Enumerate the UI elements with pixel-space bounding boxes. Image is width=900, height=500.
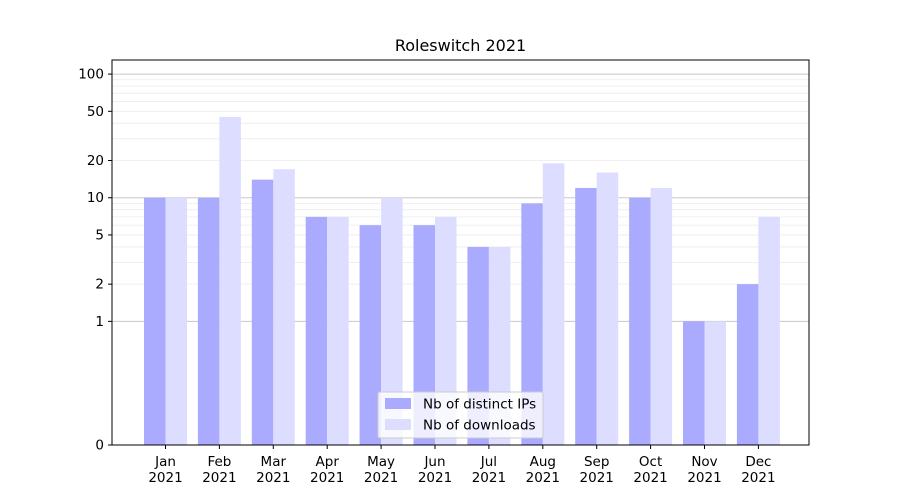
x-tick-label-month: Jun [423,454,445,470]
x-tick-label-month: Jul [480,454,497,470]
chart-title: Roleswitch 2021 [395,36,526,55]
y-tick-label: 20 [87,153,104,169]
y-tick-label: 10 [87,190,104,206]
x-tick-label-year: 2021 [256,470,290,486]
bar-downloads [542,163,565,445]
x-tick-label-month: May [367,454,395,470]
x-tick-label-year: 2021 [741,470,775,486]
x-tick-label-month: Mar [261,454,287,470]
x-tick-label-year: 2021 [148,470,182,486]
bar-ips [359,225,382,445]
x-axis: Jan2021Feb2021Mar2021Apr2021May2021Jun20… [148,445,776,486]
y-axis: 0 1 2 5 10 20 50 100 [78,67,112,454]
bar-ips [575,187,597,445]
bar-downloads [327,216,349,445]
y-tick-label: 0 [95,438,104,454]
bar-downloads [704,321,726,445]
legend: Nb of distinct IPs Nb of downloads [377,391,544,439]
x-tick-label-month: Sep [584,454,609,470]
x-tick-label-year: 2021 [472,470,506,486]
x-tick-label-year: 2021 [687,470,721,486]
x-tick-label-month: Jan [154,454,176,470]
legend-label-downloads: Nb of downloads [423,418,536,434]
bar-ips [629,197,651,445]
x-tick-label-year: 2021 [364,470,398,486]
x-tick-label-year: 2021 [202,470,236,486]
x-tick-label-year: 2021 [418,470,452,486]
bar-downloads [273,169,295,445]
bar-downloads [219,116,241,445]
x-tick-label-year: 2021 [526,470,560,486]
bar-ips [521,203,543,445]
legend-label-ips: Nb of distinct IPs [423,397,536,413]
bar-downloads [381,197,403,445]
y-tick-label: 100 [78,67,104,83]
bar-downloads [435,216,457,445]
bar-ips [413,225,435,445]
legend-box [377,391,544,439]
y-tick-label: 1 [95,314,104,330]
x-tick-label-month: Oct [639,454,662,470]
bar-ips [144,197,166,445]
bar-ips [683,321,705,445]
y-tick-label: 5 [95,227,104,243]
legend-swatch-ips [385,398,411,409]
x-tick-label-month: Aug [530,454,556,470]
x-tick-label-month: Apr [316,454,340,470]
bar-downloads [650,187,673,445]
bar-ips [197,197,220,445]
y-tick-label: 50 [87,104,104,120]
bar-ips [736,284,759,445]
x-tick-label-month: Feb [207,454,231,470]
bar-ips [305,216,328,445]
bar-ips [251,179,274,446]
x-tick-label-year: 2021 [310,470,344,486]
legend-swatch-downloads [385,419,411,430]
y-tick-label: 2 [95,277,104,293]
x-tick-label-month: Dec [745,454,771,470]
x-tick-label-year: 2021 [633,470,667,486]
bar-downloads [596,172,619,446]
plot-frame [111,59,810,446]
bar-downloads [758,216,780,445]
bar-downloads [165,197,187,445]
x-tick-label-year: 2021 [580,470,614,486]
x-tick-label-month: Nov [691,454,717,470]
